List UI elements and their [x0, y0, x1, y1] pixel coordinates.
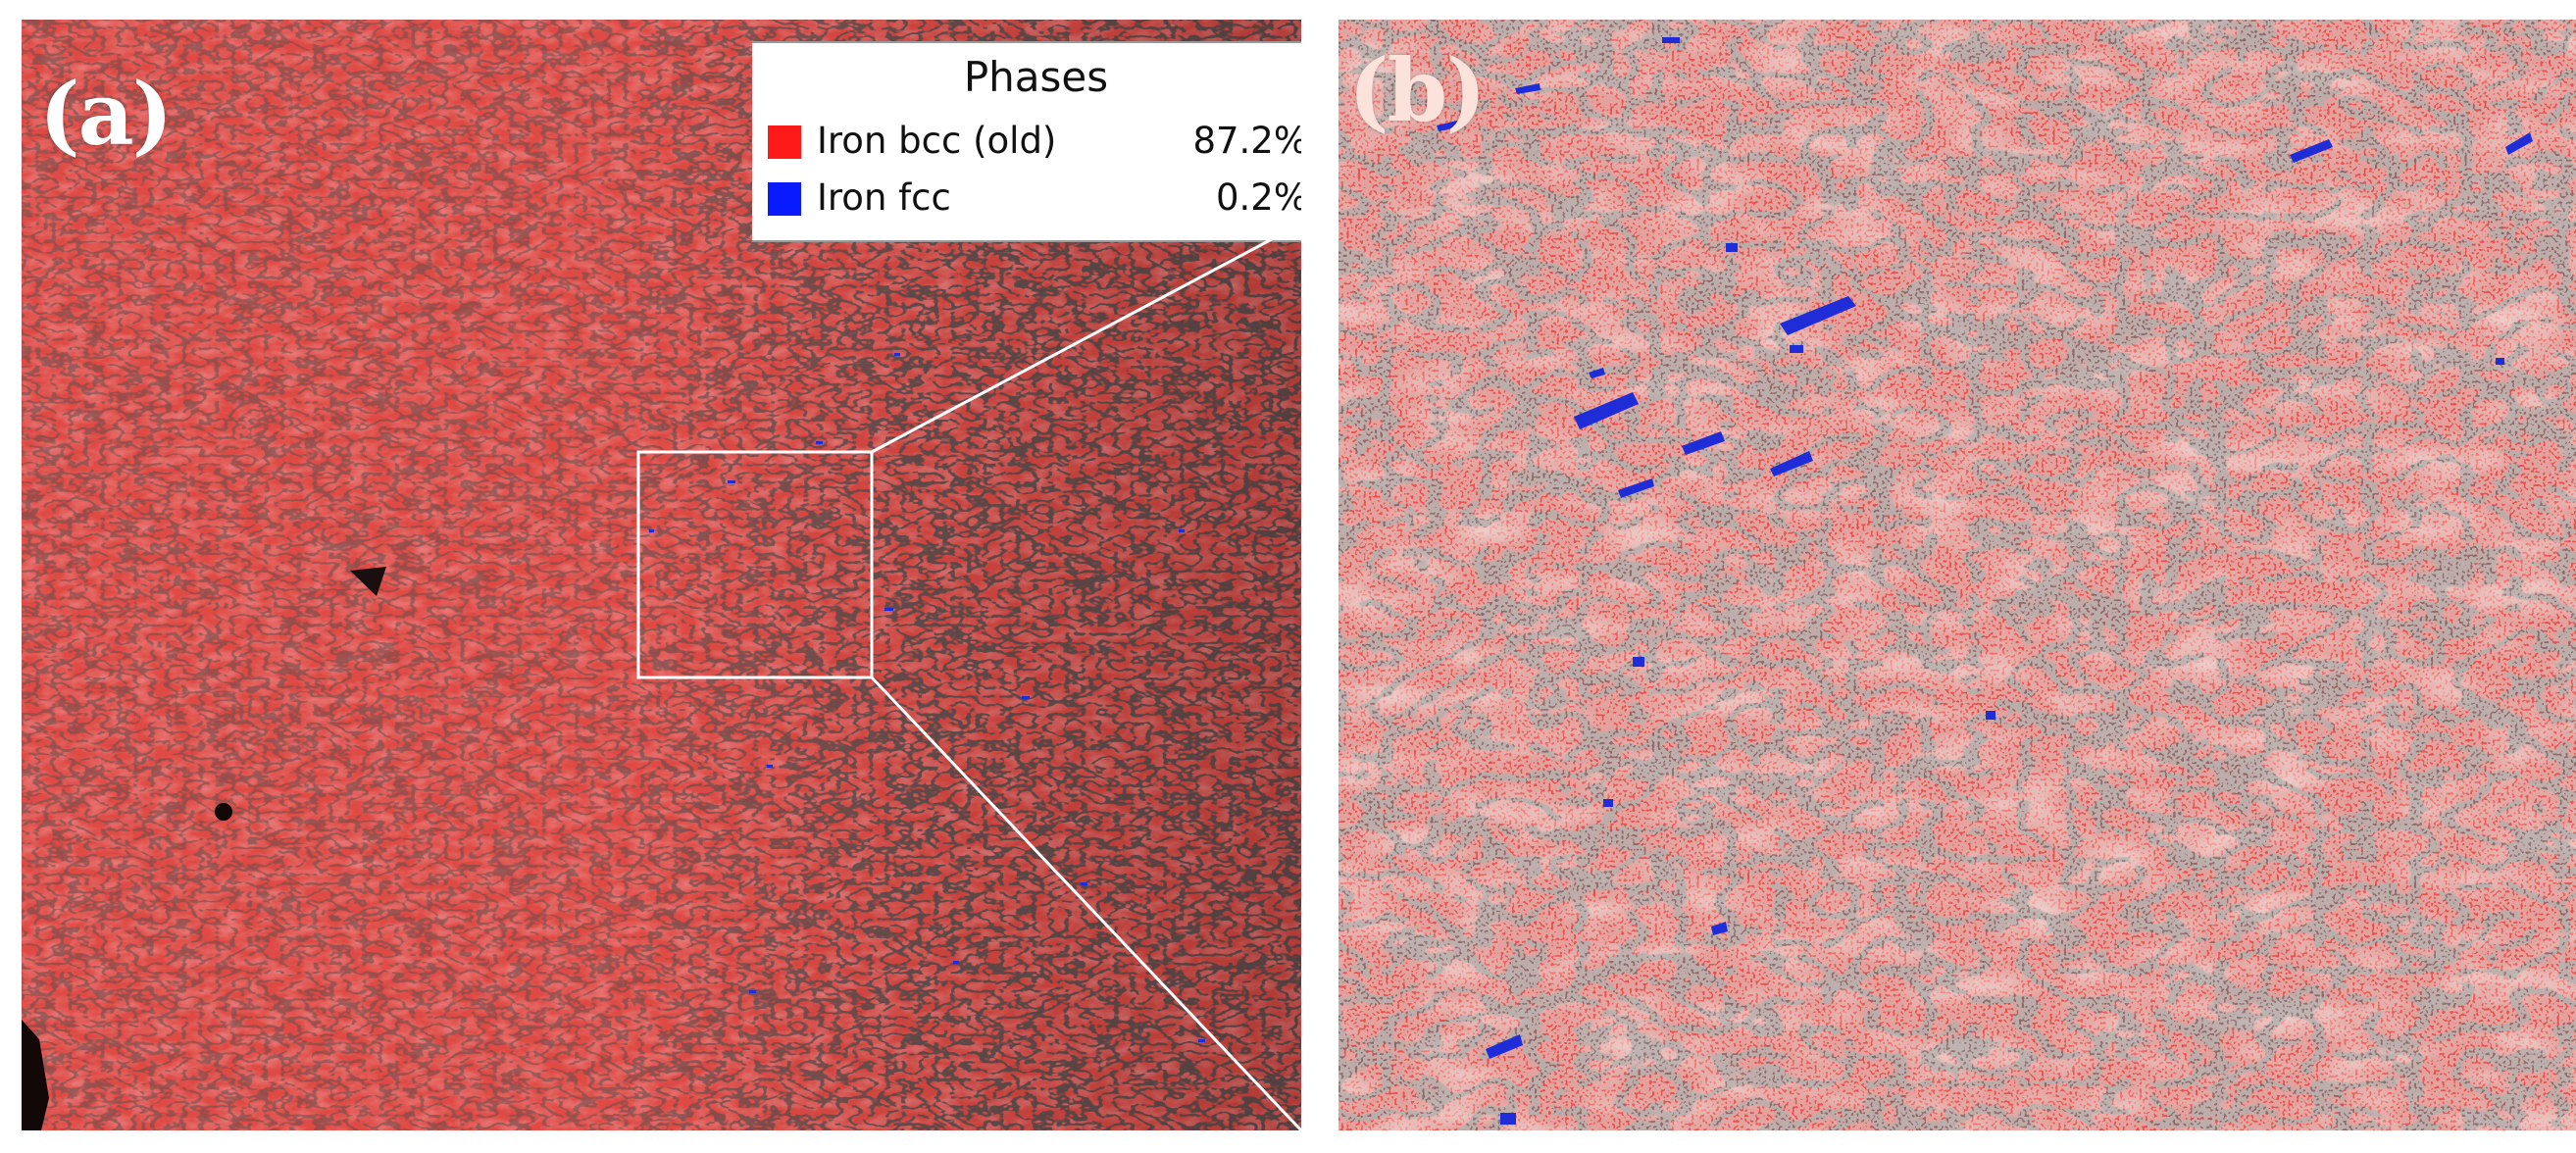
panel-label-b: (b): [1348, 39, 1487, 141]
legend-entry-bcc: Iron bcc (old) 87.2%: [768, 120, 1301, 163]
fcc-grains: [1437, 37, 2533, 1125]
legend-percent-fcc: 0.2%: [1216, 176, 1301, 219]
phase-map-overview: (a) Phases Iron bcc (old) 87.2% Iron fcc…: [22, 20, 1301, 1130]
defect-mark: [22, 1020, 49, 1130]
legend-title: Phases: [963, 53, 1109, 101]
defect-mark: [215, 803, 232, 821]
phase-legend: Phases Iron bcc (old) 87.2% Iron fcc 0.2…: [752, 41, 1301, 242]
zoom-region-box: [636, 450, 874, 679]
defect-mark: [350, 567, 386, 596]
phase-map-zoomed-image: [1339, 20, 2576, 1130]
legend-label-bcc: Iron bcc (old): [817, 120, 1057, 162]
legend-label-fcc: Iron fcc: [817, 176, 951, 219]
legend-swatch-fcc: [768, 182, 801, 216]
panel-label-a: (a): [39, 63, 173, 165]
phase-map-zoomed: (b): [1339, 20, 2576, 1130]
legend-percent-bcc: 87.2%: [1192, 120, 1301, 162]
legend-swatch-bcc: [768, 125, 801, 159]
legend-entry-fcc: Iron fcc 0.2%: [768, 176, 1301, 220]
